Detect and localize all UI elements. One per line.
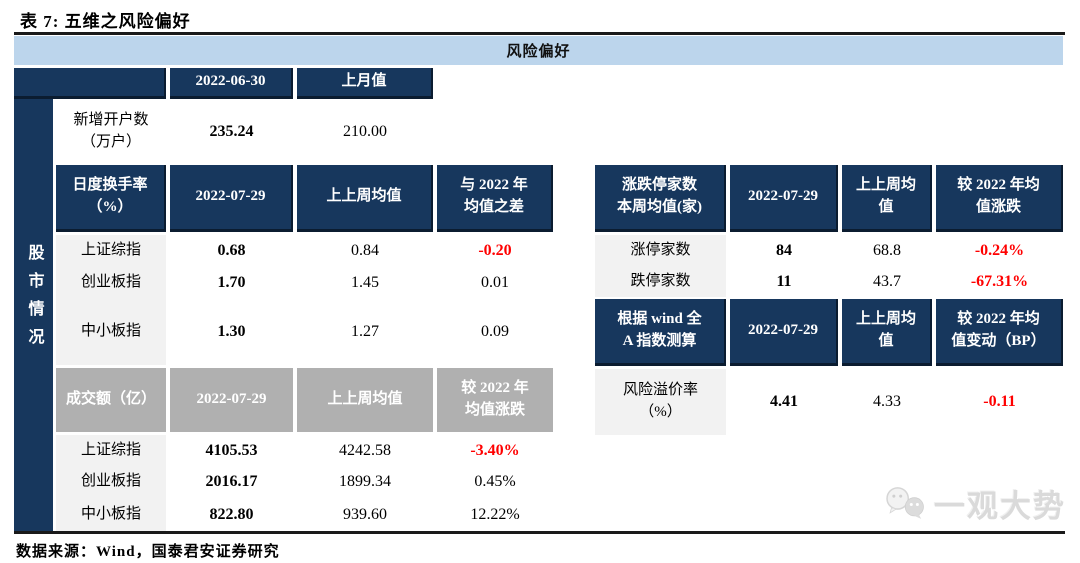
limit-label-column-bg xyxy=(595,235,726,297)
volume-avg-value: 1899.34 xyxy=(339,473,391,491)
table-row: 创业板指 xyxy=(80,473,141,490)
table-row: 上证综指 xyxy=(80,441,141,458)
account-col-current: 2022-06-30 xyxy=(170,68,293,99)
turnover-current-value: 1.70 xyxy=(217,273,246,291)
row-group-label: 股市情况 xyxy=(25,243,43,356)
brand-watermark: 一观大势 xyxy=(884,476,1066,530)
table-row: 中小板指 xyxy=(80,323,141,340)
premium-current-value: 4.41 xyxy=(770,393,798,411)
turnover-avg-value: 1.45 xyxy=(351,273,379,291)
table-row: 涨停家数 xyxy=(630,241,691,258)
volume-col-avg: 上上周均值 xyxy=(297,368,433,432)
limit-col-diff: 较 2022 年均 值涨跌 xyxy=(936,165,1063,232)
premium-avg-value: 4.33 xyxy=(873,393,901,411)
volume-current-value: 4105.53 xyxy=(205,441,258,459)
turnover-diff-value: 0.01 xyxy=(481,273,509,291)
premium-diff-value: -0.11 xyxy=(983,393,1016,411)
limit-avg-value: 43.7 xyxy=(873,272,901,290)
volume-diff-value: 0.45% xyxy=(474,473,516,491)
volume-label-column-bg xyxy=(56,435,166,531)
turnover-col-avg: 上上周均值 xyxy=(297,165,433,232)
turnover-diff-value: 0.09 xyxy=(481,323,509,341)
premium-col-avg: 上上周均 值 xyxy=(842,299,932,366)
brand-watermark-text: 一观大势 xyxy=(934,488,1066,524)
account-row-label: 新增开户数 （万户） xyxy=(56,101,166,162)
row-group-bar: 股市情况 xyxy=(14,68,53,531)
table-row: 跌停家数 xyxy=(630,272,691,289)
premium-col-current: 2022-07-29 xyxy=(730,299,838,366)
account-current-value: 235.24 xyxy=(209,122,254,140)
account-header-spacer xyxy=(14,68,166,99)
turnover-current-value: 1.30 xyxy=(217,323,246,341)
section-header-band: 风险偏好 xyxy=(14,36,1063,65)
volume-current-value: 822.80 xyxy=(209,505,254,523)
data-source-note: 数据来源：Wind，国泰君安证券研究 xyxy=(16,544,280,560)
volume-current-value: 2016.17 xyxy=(205,473,258,491)
turnover-current-value: 0.68 xyxy=(217,241,246,259)
table-row: 上证综指 xyxy=(80,241,141,258)
turnover-avg-value: 1.27 xyxy=(351,323,379,341)
table-row: 创业板指 xyxy=(80,273,141,290)
premium-header-label: 根据 wind 全 A 指数测算 xyxy=(595,299,726,366)
limit-current-value: 11 xyxy=(776,272,792,290)
turnover-col-current: 2022-07-29 xyxy=(170,165,293,232)
limit-diff-value: -0.24% xyxy=(974,241,1025,259)
volume-col-current: 2022-07-29 xyxy=(170,368,293,432)
turnover-col-diff: 与 2022 年 均值之差 xyxy=(437,165,553,232)
bottom-rule xyxy=(14,531,1065,534)
limit-diff-value: -67.31% xyxy=(970,272,1029,290)
volume-col-diff: 较 2022 年 均值涨跌 xyxy=(437,368,553,432)
limit-avg-value: 68.8 xyxy=(873,241,901,259)
turnover-avg-value: 0.84 xyxy=(351,241,379,259)
turnover-diff-value: -0.20 xyxy=(478,241,512,259)
volume-avg-value: 4242.58 xyxy=(339,441,391,459)
limit-col-current: 2022-07-29 xyxy=(730,165,838,232)
table-title: 表 7: 五维之风险偏好 xyxy=(20,12,191,31)
limit-header-label: 涨跌停家数 本周均值(家) xyxy=(595,165,726,232)
volume-diff-value: 12.22% xyxy=(470,505,520,523)
table-row: 中小板指 xyxy=(80,505,141,522)
premium-col-diff: 较 2022 年均 值变动（BP） xyxy=(936,299,1063,366)
turnover-label-column-bg xyxy=(56,235,166,365)
turnover-header-label: 日度换手率 （%） xyxy=(56,165,166,232)
volume-header-label: 成交额（亿） xyxy=(56,368,166,432)
top-rule xyxy=(14,32,1065,35)
limit-current-value: 84 xyxy=(776,241,792,259)
account-col-prev: 上月值 xyxy=(297,68,433,99)
account-prev-value: 210.00 xyxy=(343,122,387,140)
limit-col-avg: 上上周均 值 xyxy=(842,165,932,232)
volume-diff-value: -3.40% xyxy=(470,441,520,459)
volume-avg-value: 939.60 xyxy=(343,505,387,523)
wechat-bubbles-icon xyxy=(886,487,924,519)
premium-row-label: 风险溢价率 （%） xyxy=(595,369,726,435)
section-header-label: 风险偏好 xyxy=(506,44,571,60)
